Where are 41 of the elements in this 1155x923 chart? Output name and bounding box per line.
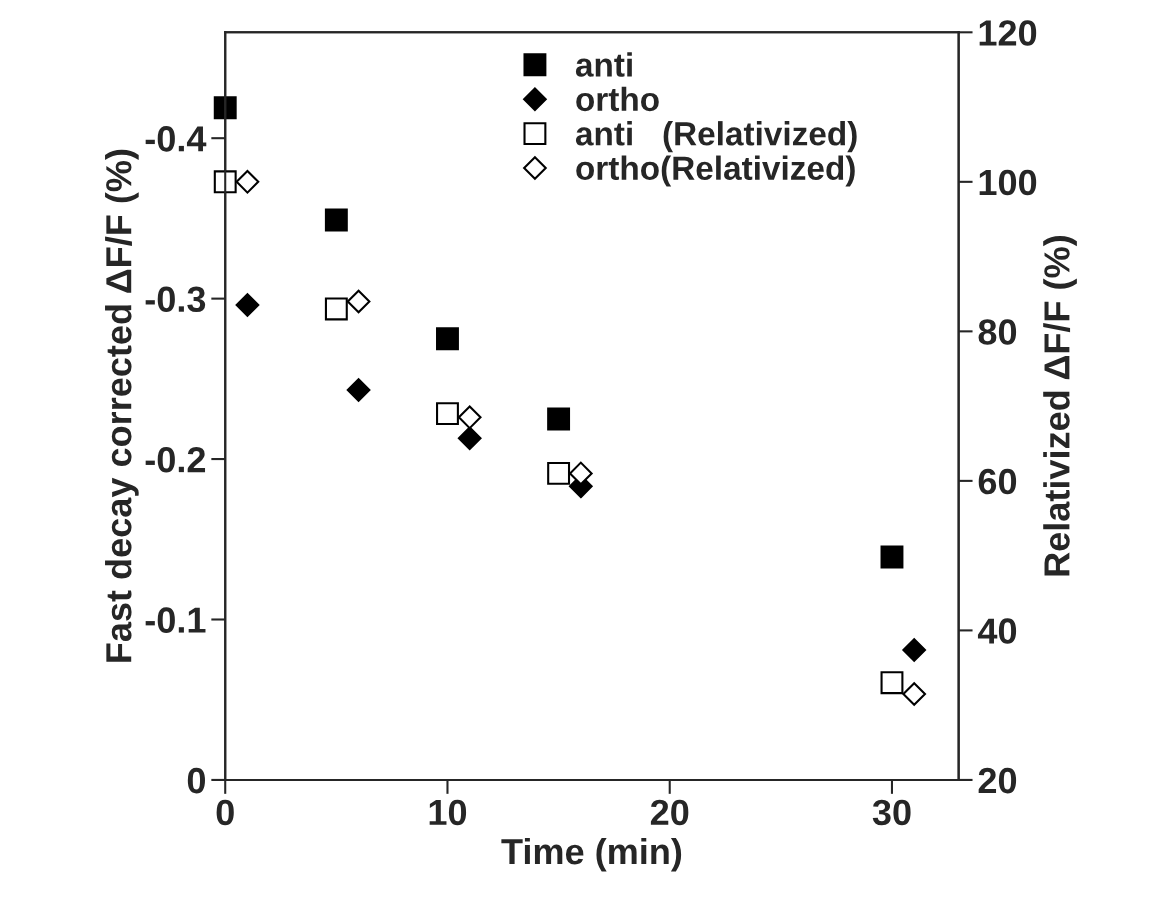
y2-tick-label: 60 (978, 468, 1017, 495)
y2-tick-label: 20 (978, 767, 1017, 794)
point (880, 545, 904, 569)
point (235, 169, 260, 194)
point (436, 327, 459, 351)
legend-label: ortho(Relativized) (576, 155, 855, 187)
point (902, 682, 927, 706)
point (457, 405, 482, 430)
y-tick-label: -0.1 (145, 607, 206, 633)
y2-tick-label: 100 (979, 169, 1037, 196)
point (457, 426, 482, 451)
legend-label: ortho (576, 86, 659, 112)
point (902, 638, 927, 662)
y-tick-label: -0.4 (145, 126, 207, 152)
y-axis-title: Fast decay corrected ΔF/F (%) (105, 149, 139, 662)
x-tick-label: 0 (216, 799, 234, 826)
y2-axis-title: Relativized ΔF/F (%) (1043, 236, 1077, 576)
y-tick-label: -0.2 (145, 446, 206, 473)
x-tick-label: 20 (650, 799, 689, 826)
x-axis-title: Time (min) (501, 837, 682, 872)
legend-label: anti (Relativized) (575, 121, 857, 153)
y-tick-label: 0 (187, 767, 205, 794)
x-tick-label: 30 (872, 799, 911, 826)
point (213, 96, 237, 120)
y2-tick-label: 80 (978, 319, 1017, 345)
point (568, 461, 593, 486)
point (346, 289, 371, 314)
point (436, 402, 459, 426)
point (235, 293, 260, 317)
point (346, 378, 371, 402)
point (324, 297, 348, 321)
point (213, 170, 237, 194)
y2-tick-label: 40 (977, 618, 1017, 644)
point (547, 407, 571, 431)
x-tick-label: 10 (429, 799, 467, 826)
y-tick-label: -0.3 (145, 286, 206, 313)
point (880, 671, 904, 695)
y2-tick-label: 120 (979, 20, 1037, 46)
point (324, 208, 348, 232)
legend-label: anti (575, 52, 632, 77)
point (547, 461, 571, 485)
